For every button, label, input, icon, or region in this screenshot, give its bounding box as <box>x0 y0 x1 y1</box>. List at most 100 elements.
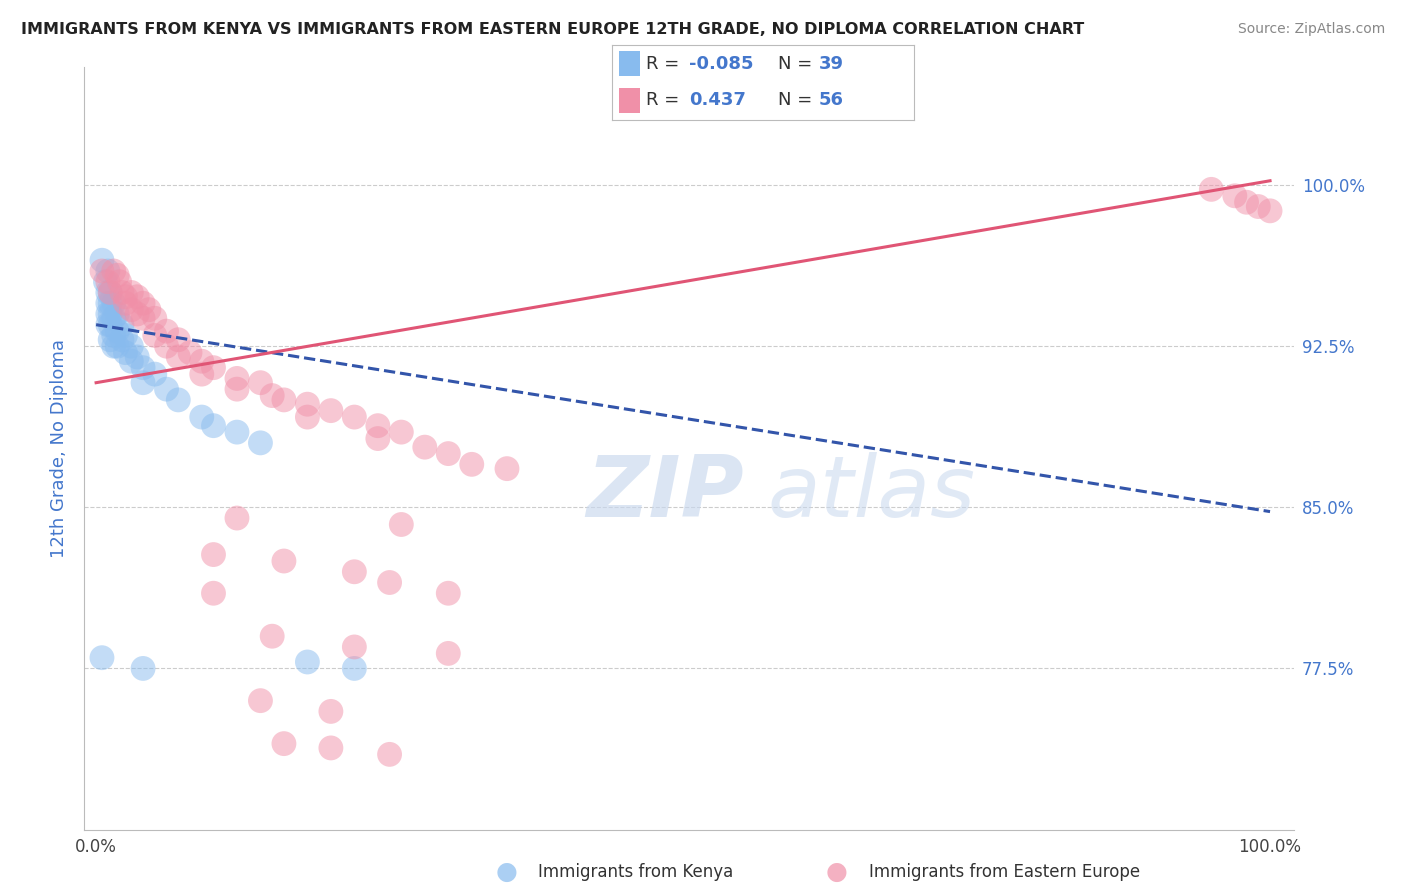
Text: N =: N = <box>778 55 813 73</box>
Text: N =: N = <box>778 91 813 110</box>
Point <box>413 440 436 454</box>
Point <box>190 354 212 368</box>
Point <box>111 285 134 300</box>
Point <box>179 345 201 359</box>
Point <box>226 511 249 525</box>
Point <box>367 432 389 446</box>
Text: IMMIGRANTS FROM KENYA VS IMMIGRANTS FROM EASTERN EUROPE 12TH GRADE, NO DIPLOMA C: IMMIGRANTS FROM KENYA VS IMMIGRANTS FROM… <box>21 22 1084 37</box>
Point <box>202 360 225 375</box>
Point <box>114 328 136 343</box>
Point <box>343 565 366 579</box>
Point <box>319 705 342 719</box>
Point <box>437 447 460 461</box>
Point <box>273 392 295 407</box>
Point <box>155 382 177 396</box>
Point <box>97 285 120 300</box>
Point <box>120 285 142 300</box>
Point <box>103 296 125 310</box>
Text: 0.437: 0.437 <box>689 91 745 110</box>
Point <box>1247 200 1270 214</box>
Point <box>103 339 125 353</box>
Point <box>132 311 155 326</box>
Point <box>249 435 271 450</box>
Point <box>114 296 136 310</box>
Text: R =: R = <box>647 91 679 110</box>
Point <box>127 290 149 304</box>
Point <box>155 339 177 353</box>
Point <box>111 333 134 347</box>
Point <box>249 693 271 707</box>
Point <box>91 253 114 268</box>
Point <box>138 302 160 317</box>
Point <box>98 285 121 300</box>
Point <box>297 655 319 669</box>
Point <box>461 458 484 472</box>
Point <box>105 324 128 338</box>
Point <box>98 307 121 321</box>
Point <box>91 264 114 278</box>
Point <box>114 345 136 359</box>
Point <box>127 350 149 364</box>
Point <box>91 650 114 665</box>
Text: ●: ● <box>825 861 848 884</box>
Point <box>389 517 412 532</box>
Point <box>378 575 401 590</box>
Point <box>202 418 225 433</box>
Point <box>343 410 366 425</box>
Point <box>367 418 389 433</box>
Bar <box>619 52 640 77</box>
Point <box>167 392 190 407</box>
Point <box>111 318 134 332</box>
Point <box>1258 203 1281 218</box>
Point <box>1223 189 1246 203</box>
Point <box>98 296 121 310</box>
Point <box>190 410 212 425</box>
Point <box>437 586 460 600</box>
Point <box>98 318 121 332</box>
Point <box>155 324 177 338</box>
Text: 56: 56 <box>818 91 844 110</box>
Point <box>120 354 142 368</box>
Text: ZIP: ZIP <box>586 452 744 535</box>
Point <box>132 661 155 675</box>
Text: ●: ● <box>495 861 517 884</box>
Point <box>343 661 366 675</box>
Point <box>97 296 120 310</box>
Text: -0.085: -0.085 <box>689 55 754 73</box>
Point <box>262 629 284 643</box>
Point <box>127 307 149 321</box>
Point <box>132 376 155 390</box>
Point <box>273 554 295 568</box>
Point <box>114 290 136 304</box>
Point <box>437 647 460 661</box>
Point <box>297 397 319 411</box>
Point <box>319 740 342 755</box>
Point <box>190 367 212 381</box>
Point <box>143 328 166 343</box>
Point <box>97 307 120 321</box>
Point <box>120 302 142 317</box>
Point <box>167 333 190 347</box>
Point <box>1236 195 1258 210</box>
Point <box>343 640 366 654</box>
Point <box>1201 182 1223 196</box>
Point <box>496 461 519 475</box>
Text: 39: 39 <box>818 55 844 73</box>
Point <box>143 311 166 326</box>
Point <box>103 264 125 278</box>
Point <box>94 275 117 289</box>
Point <box>167 350 190 364</box>
Point <box>249 376 271 390</box>
Point <box>132 360 155 375</box>
Text: Source: ZipAtlas.com: Source: ZipAtlas.com <box>1237 22 1385 37</box>
Point <box>120 339 142 353</box>
Point <box>226 371 249 385</box>
Point <box>97 264 120 278</box>
Point <box>226 382 249 396</box>
Point <box>262 388 284 402</box>
Text: R =: R = <box>647 55 679 73</box>
Text: Immigrants from Eastern Europe: Immigrants from Eastern Europe <box>869 863 1140 881</box>
Text: atlas: atlas <box>768 452 976 535</box>
Point <box>389 425 412 439</box>
Point <box>143 367 166 381</box>
